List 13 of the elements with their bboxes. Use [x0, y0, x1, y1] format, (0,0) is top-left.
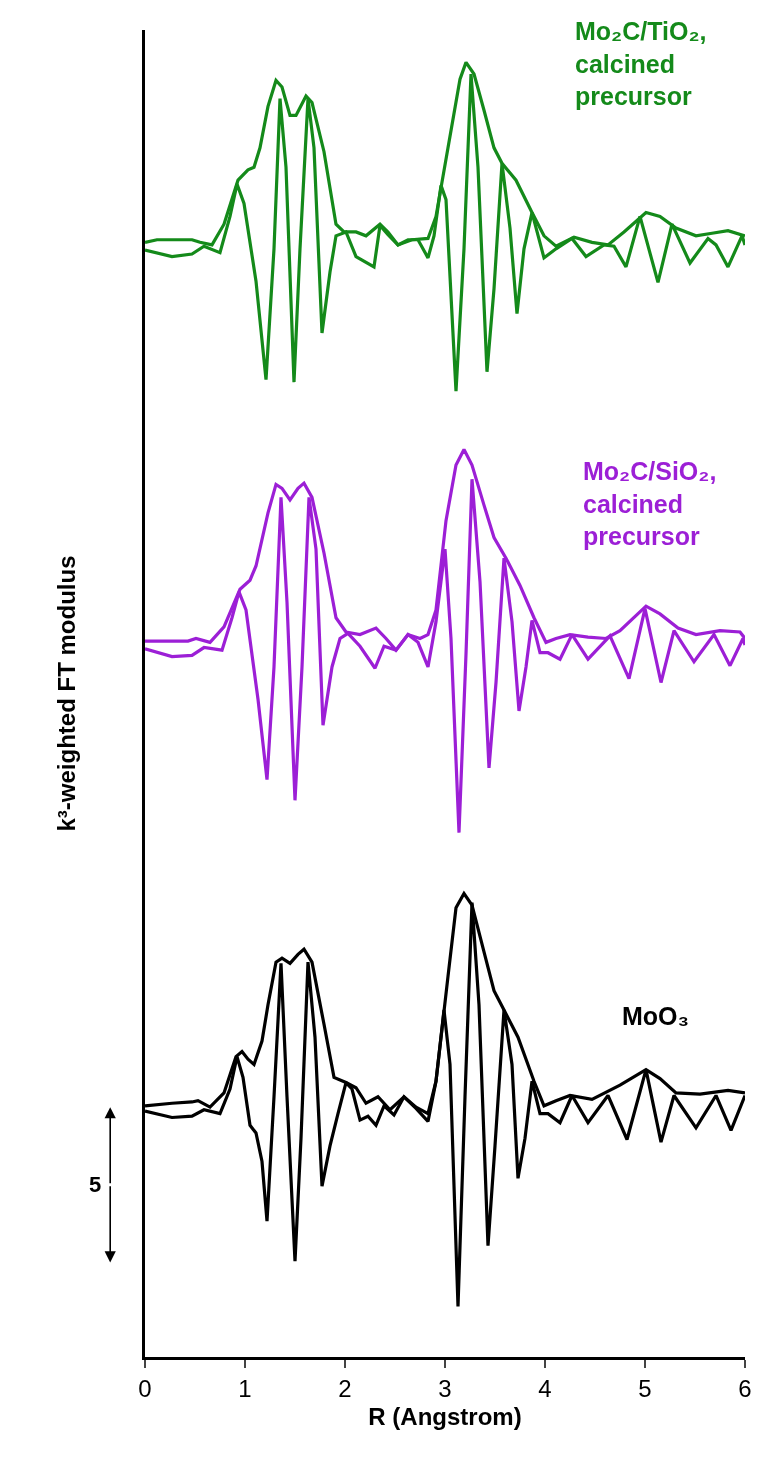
x-tick-label: 2 — [338, 1374, 352, 1402]
x-tick-label: 0 — [138, 1374, 152, 1402]
x-tick-label: 6 — [738, 1374, 752, 1402]
x-axis-title: R (Angstrom) — [368, 1403, 522, 1431]
text: Mo₂C/TiO₂, calcined precursor — [575, 17, 707, 110]
x-tick-label: 1 — [238, 1374, 252, 1402]
text: Mo₂C/SiO₂, calcined precursor — [583, 457, 717, 550]
x-tick-label: 3 — [438, 1374, 452, 1402]
text: 5 — [89, 1172, 102, 1197]
x-tick-label: 4 — [538, 1374, 552, 1402]
series-label: MoO₃ — [622, 1002, 690, 1030]
x-tick-label: 5 — [638, 1374, 652, 1402]
y-axis-title: k³-weighted FT modulus — [53, 555, 81, 832]
